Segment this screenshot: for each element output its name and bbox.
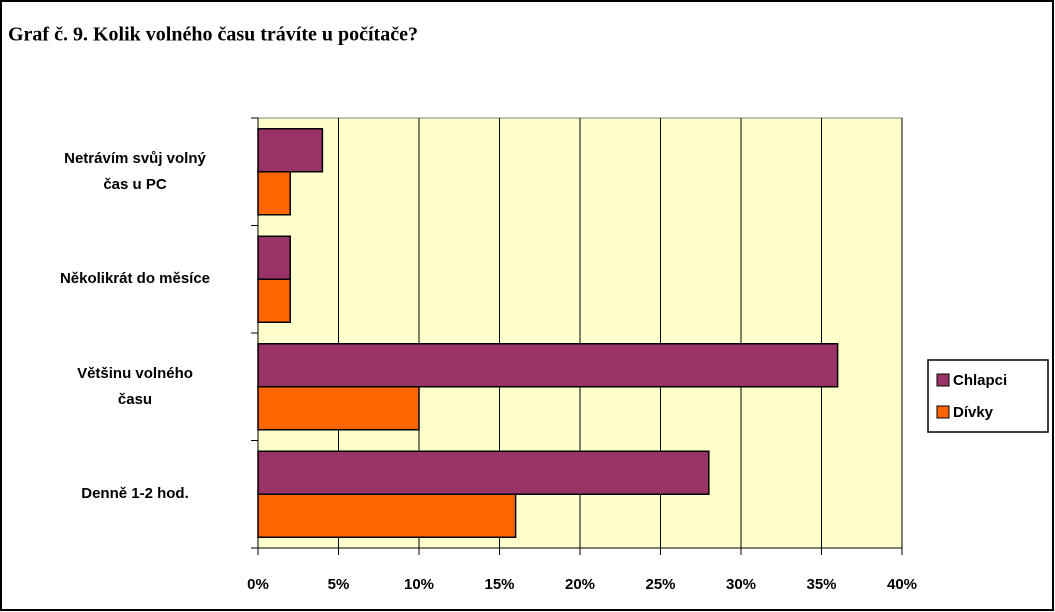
y-tick-label: Většinu volného času <box>77 364 193 408</box>
y-tick-label: Několikrát do měsíce <box>59 270 211 288</box>
y-tick-label: Denně 1-2 hod. <box>81 485 189 503</box>
bar <box>257 450 710 495</box>
legend-label: Chlapci <box>953 372 1007 389</box>
legend-swatch <box>936 405 950 419</box>
y-tick-label: Netrávím svůj volný čas u PC <box>64 149 206 193</box>
bar <box>257 171 291 216</box>
legend-box <box>927 359 1049 433</box>
x-tick-label: 35% <box>806 576 836 593</box>
x-tick-label: 5% <box>328 576 350 593</box>
x-tick-label: 25% <box>645 576 675 593</box>
x-tick-label: 20% <box>565 576 595 593</box>
x-tick-label: 15% <box>484 576 514 593</box>
x-tick-label: 10% <box>404 576 434 593</box>
legend-label: Dívky <box>953 404 994 421</box>
bar <box>257 493 517 538</box>
bar <box>257 128 324 173</box>
bar <box>257 235 291 280</box>
chart-title: Graf č. 9. Kolik volného času trávíte u … <box>8 24 418 46</box>
bar <box>257 343 839 388</box>
x-tick-label: 40% <box>887 576 917 593</box>
bar <box>257 278 291 323</box>
legend-swatch <box>936 373 950 387</box>
x-tick-label: 0% <box>247 576 269 593</box>
x-tick-label: 30% <box>726 576 756 593</box>
bar <box>257 386 420 431</box>
